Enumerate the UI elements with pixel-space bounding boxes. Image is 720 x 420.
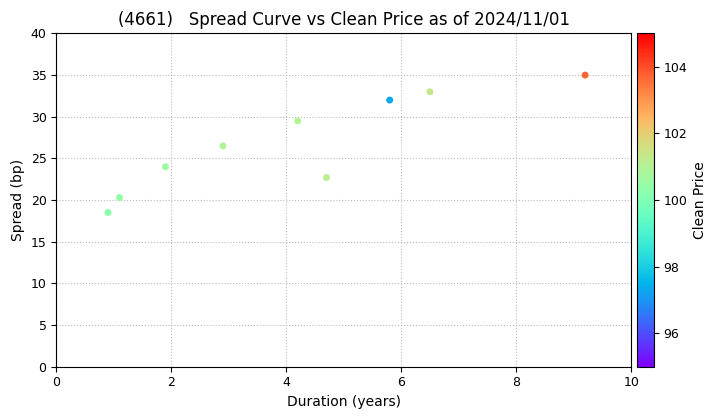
Point [384, 97, 395, 103]
Point [217, 142, 229, 149]
Point [580, 72, 591, 79]
Point [320, 174, 332, 181]
Point [114, 194, 125, 201]
Point [424, 88, 436, 95]
Y-axis label: Clean Price: Clean Price [693, 161, 707, 239]
Y-axis label: Spread (bp): Spread (bp) [11, 159, 25, 241]
Point [292, 118, 303, 124]
Point [160, 163, 171, 170]
X-axis label: Duration (years): Duration (years) [287, 395, 401, 409]
Point [102, 209, 114, 216]
Title: (4661)   Spread Curve vs Clean Price as of 2024/11/01: (4661) Spread Curve vs Clean Price as of… [117, 11, 570, 29]
